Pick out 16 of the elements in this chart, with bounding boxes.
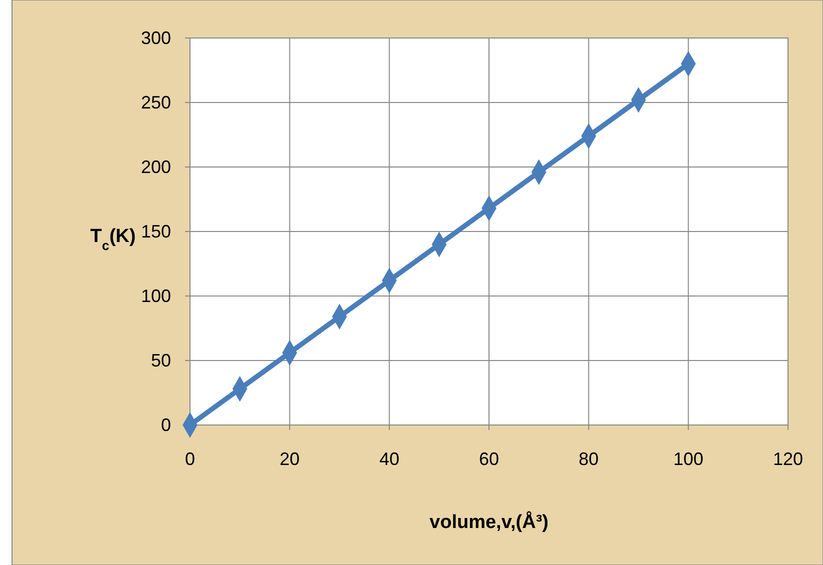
x-tick-label: 60	[478, 448, 500, 469]
y-tick-label: 300	[140, 28, 171, 48]
x-tick-label: 80	[578, 448, 599, 469]
x-tick-label: 0	[184, 448, 196, 469]
x-tick-label: 20	[280, 448, 300, 469]
y-axis-title: T$_{c}$(K)	[90, 226, 136, 252]
y-tick-label: 200	[140, 156, 171, 177]
y-tick-label: 0	[160, 414, 171, 435]
y-tick-label: 50	[150, 350, 171, 370]
x-axis-title: volume,v,(Å³)	[430, 511, 548, 533]
x-tick-label: 40	[379, 448, 400, 469]
y-tick-label: 250	[140, 92, 171, 112]
x-tick-label: 100	[673, 448, 704, 469]
y-tick-label: 100	[140, 286, 171, 306]
x-tick-label: 120	[772, 448, 804, 469]
y-tick-label: 150	[140, 221, 171, 242]
